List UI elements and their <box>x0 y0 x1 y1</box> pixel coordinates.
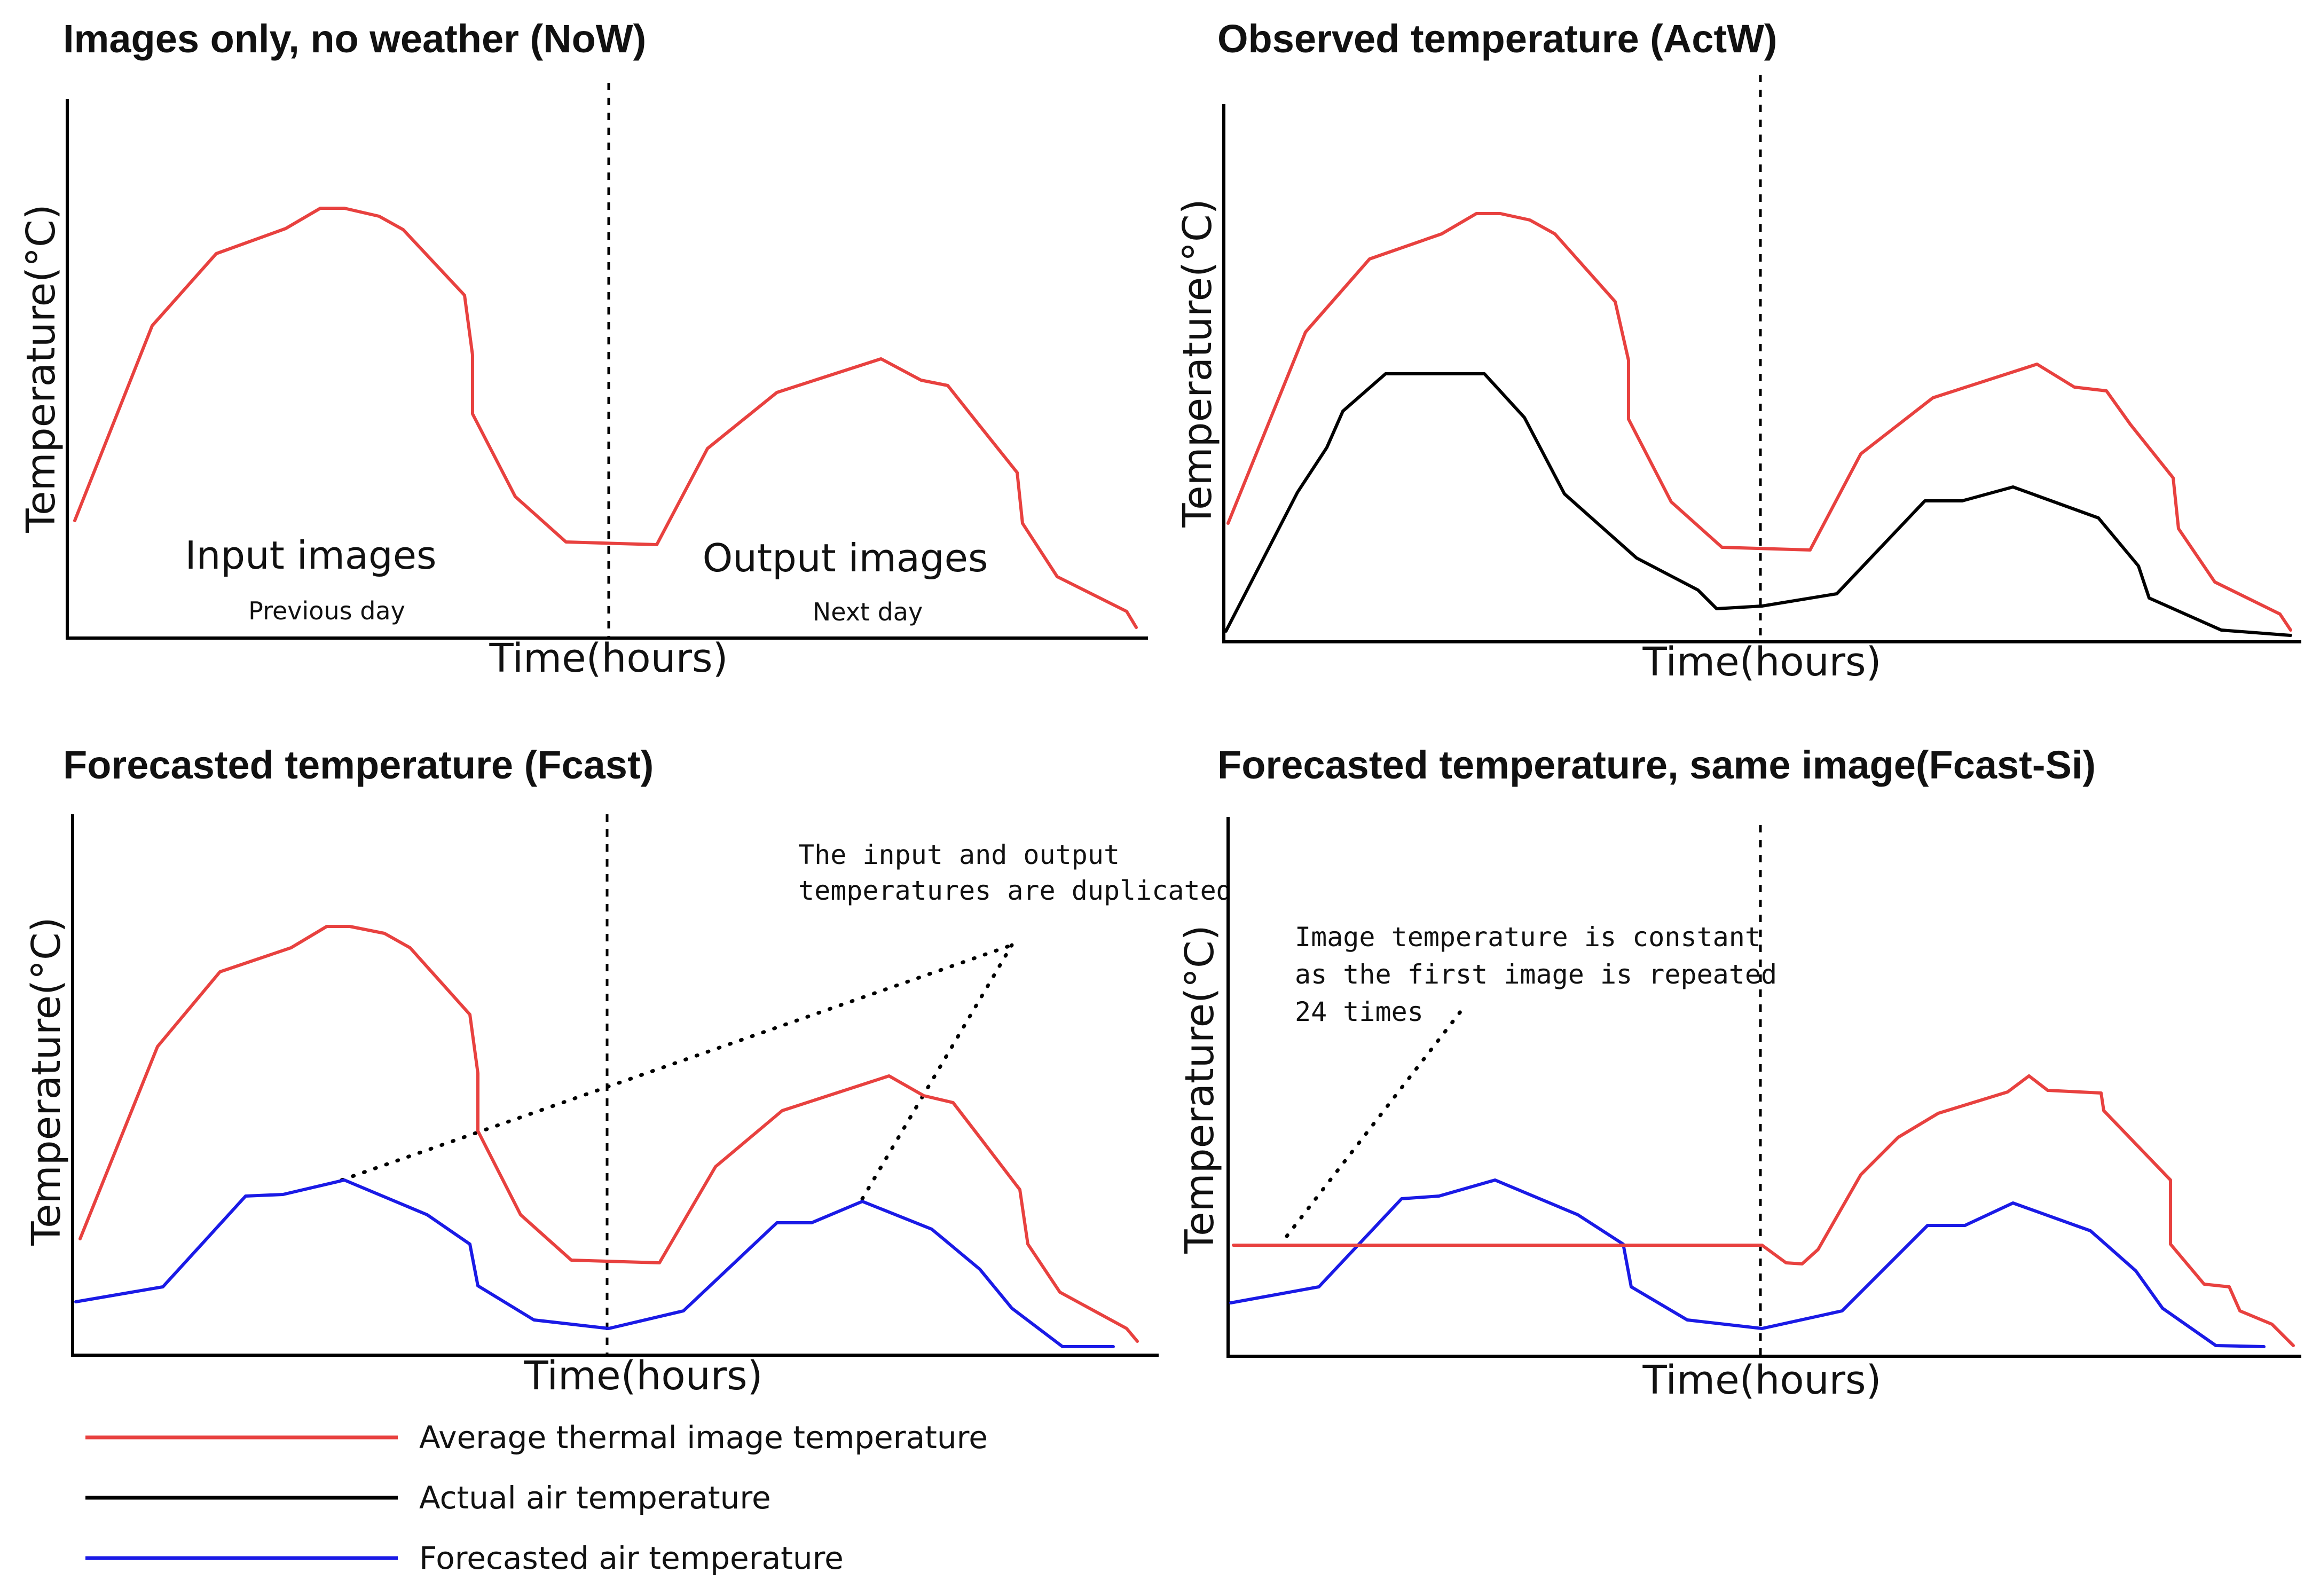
panel-fcast-note-line-1: The input and output <box>798 839 1120 870</box>
legend-label-thermal: Average thermal image temperature <box>419 1419 988 1456</box>
panel-fcastsi-thermal-curve <box>1232 1074 2295 1347</box>
panel-fcast-note-pointer-input <box>340 943 1014 1182</box>
panel-fcast-forecast-curve <box>74 1178 1115 1348</box>
panel-now: Images only, no weather (NoW) Input imag… <box>18 17 1148 681</box>
panel-now-next-day-label: Next day <box>813 597 923 626</box>
panel-now-title: Images only, no weather (NoW) <box>63 17 646 61</box>
panel-actw: Observed temperature (ActW) Time(hours) … <box>1175 17 2301 685</box>
panel-actw-actual-curve <box>1224 372 2292 637</box>
panel-fcastsi-y-axis-label: Temperature(°C) <box>1177 925 1223 1254</box>
panel-now-thermal-curve <box>73 207 1138 629</box>
panel-actw-thermal-curve <box>1226 212 2292 632</box>
panel-now-axes <box>66 99 1148 640</box>
panel-actw-x-axis-label: Time(hours) <box>1642 639 1882 685</box>
panel-now-x-axis-label: Time(hours) <box>489 635 728 681</box>
panel-fcast-axes <box>71 814 1159 1357</box>
panel-fcastsi-x-axis-label: Time(hours) <box>1642 1357 1882 1403</box>
legend-label-forecast: Forecasted air temperature <box>419 1540 844 1576</box>
panel-fcastsi-forecast-curve <box>1229 1178 2266 1348</box>
panel-fcast-y-axis-label: Temperature(°C) <box>23 917 69 1246</box>
panel-fcastsi-title: Forecasted temperature, same image(Fcast… <box>1217 743 2096 787</box>
panel-now-previous-day-label: Previous day <box>248 596 405 625</box>
panel-actw-title: Observed temperature (ActW) <box>1217 17 1778 61</box>
panel-actw-y-axis-label: Temperature(°C) <box>1175 199 1221 528</box>
panel-fcastsi-axes <box>1226 817 2301 1358</box>
panel-actw-axes <box>1222 104 2301 643</box>
legend-label-actual: Actual air temperature <box>419 1480 771 1516</box>
panel-fcastsi: Forecasted temperature, same image(Fcast… <box>1177 743 2301 1403</box>
panel-fcastsi-note-pointer <box>1285 1010 1462 1238</box>
panel-fcast-note-line-2: temperatures are duplicated <box>798 875 1232 906</box>
panel-fcast-x-axis-label: Time(hours) <box>524 1353 763 1399</box>
panel-fcastsi-note-line-1: Image temperature is constant <box>1295 922 1761 953</box>
panel-now-y-axis-label: Temperature(°C) <box>18 204 64 533</box>
panel-now-output-images-label: Output images <box>703 536 988 580</box>
panel-fcastsi-note-line-2: as the first image is repeated <box>1295 959 1777 990</box>
panel-fcast-thermal-curve <box>78 925 1139 1343</box>
panel-fcast-note-pointer-output <box>860 943 1014 1201</box>
panel-fcastsi-note-line-3: 24 times <box>1295 996 1424 1027</box>
panel-now-input-images-label: Input images <box>185 533 436 578</box>
legend: Average thermal image temperature Actual… <box>85 1419 988 1576</box>
panel-fcast-title: Forecasted temperature (Fcast) <box>63 743 654 787</box>
panel-fcast: Forecasted temperature (Fcast) The input… <box>23 743 1232 1399</box>
